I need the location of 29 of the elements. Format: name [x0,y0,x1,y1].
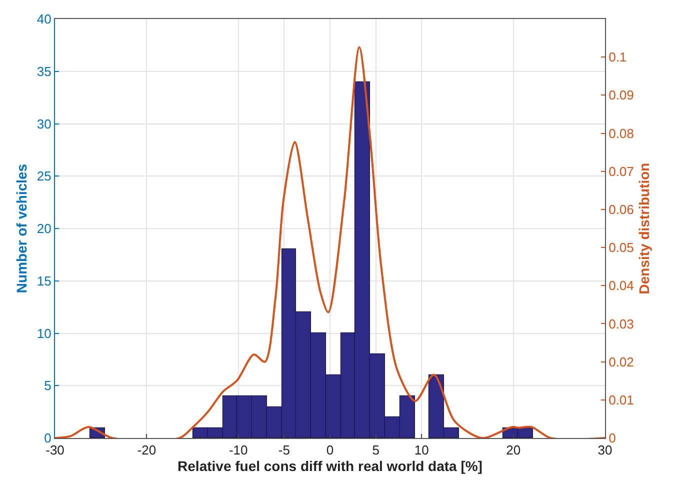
y2-tick-label: 0.02 [608,354,634,370]
x-tick-label: 10 [414,442,429,458]
x-tick-label: -10 [228,442,248,458]
line-series [55,46,605,438]
y2-tick-label: 0.01 [608,392,634,408]
y-tick-label: 40 [36,12,52,27]
x-tick-label: 5 [372,442,380,458]
y2-tick-label: 0.07 [608,164,634,179]
y-tick-label: 25 [36,168,52,184]
y-tick-label: 10 [36,326,52,341]
y2-tick-label: 0.08 [608,126,634,141]
x-tick-label: -5 [278,442,290,458]
y2-tick-label: 0.06 [608,202,634,217]
y2-axis-title: Density distribution [636,162,652,294]
y-tick-label: 20 [36,221,52,236]
y-tick-label: 35 [36,64,52,79]
y2-tick-label: 0.1 [608,50,627,65]
y-tick-label: 30 [36,116,52,132]
y2-tick-label: 0.09 [608,88,634,103]
x-tick-label: 0 [326,442,334,458]
y2-tick-label: 0.04 [608,278,634,294]
x-tick-label: 20 [506,442,521,458]
y-axis-title: Number of vehicles [14,164,30,294]
x-axis-title: Relative fuel cons diff with real world data [%] [178,458,482,474]
y2-tick-label: 0.03 [608,316,634,332]
x-tick-label: -20 [137,442,156,458]
y2-tick-label: 0.05 [608,240,634,256]
y-tick-label: 15 [36,273,52,288]
y-tick-label: 5 [44,378,52,394]
